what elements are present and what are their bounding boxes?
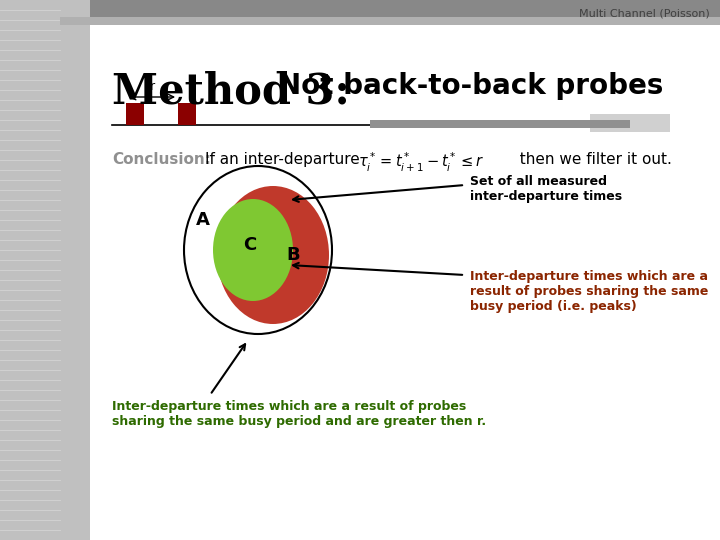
Bar bbox=[90, 0, 720, 20]
Text: A: A bbox=[196, 211, 210, 229]
Text: If an inter-departure: If an inter-departure bbox=[205, 152, 360, 167]
Bar bbox=[60, 17, 720, 25]
Text: $\tau_i^* = t_{i+1}^* - t_i^* \leq r$: $\tau_i^* = t_{i+1}^* - t_i^* \leq r$ bbox=[358, 151, 485, 174]
Text: then we filter it out.: then we filter it out. bbox=[510, 152, 672, 167]
Ellipse shape bbox=[213, 199, 293, 301]
Bar bbox=[178, 103, 196, 125]
Bar bbox=[0, 0, 90, 540]
Text: Not back-to-back probes: Not back-to-back probes bbox=[278, 72, 663, 100]
Bar bbox=[126, 103, 144, 125]
Text: Method 3:: Method 3: bbox=[112, 70, 350, 112]
Ellipse shape bbox=[217, 186, 329, 324]
Text: Inter-departure times which are a result of probes
sharing the same busy period : Inter-departure times which are a result… bbox=[112, 400, 486, 428]
Text: Set of all measured
inter-departure times: Set of all measured inter-departure time… bbox=[470, 175, 622, 203]
Text: Conclusion:: Conclusion: bbox=[112, 152, 211, 167]
Text: Inter-departure times which are a
result of probes sharing the same
busy period : Inter-departure times which are a result… bbox=[470, 270, 708, 313]
Text: r: r bbox=[150, 80, 155, 93]
Text: B: B bbox=[286, 246, 300, 264]
Text: Multi Channel (Poisson): Multi Channel (Poisson) bbox=[580, 9, 710, 19]
Bar bbox=[370, 120, 630, 128]
Bar bbox=[90, 0, 720, 540]
Text: C: C bbox=[243, 236, 256, 254]
Ellipse shape bbox=[184, 166, 332, 334]
Bar bbox=[590, 114, 670, 132]
